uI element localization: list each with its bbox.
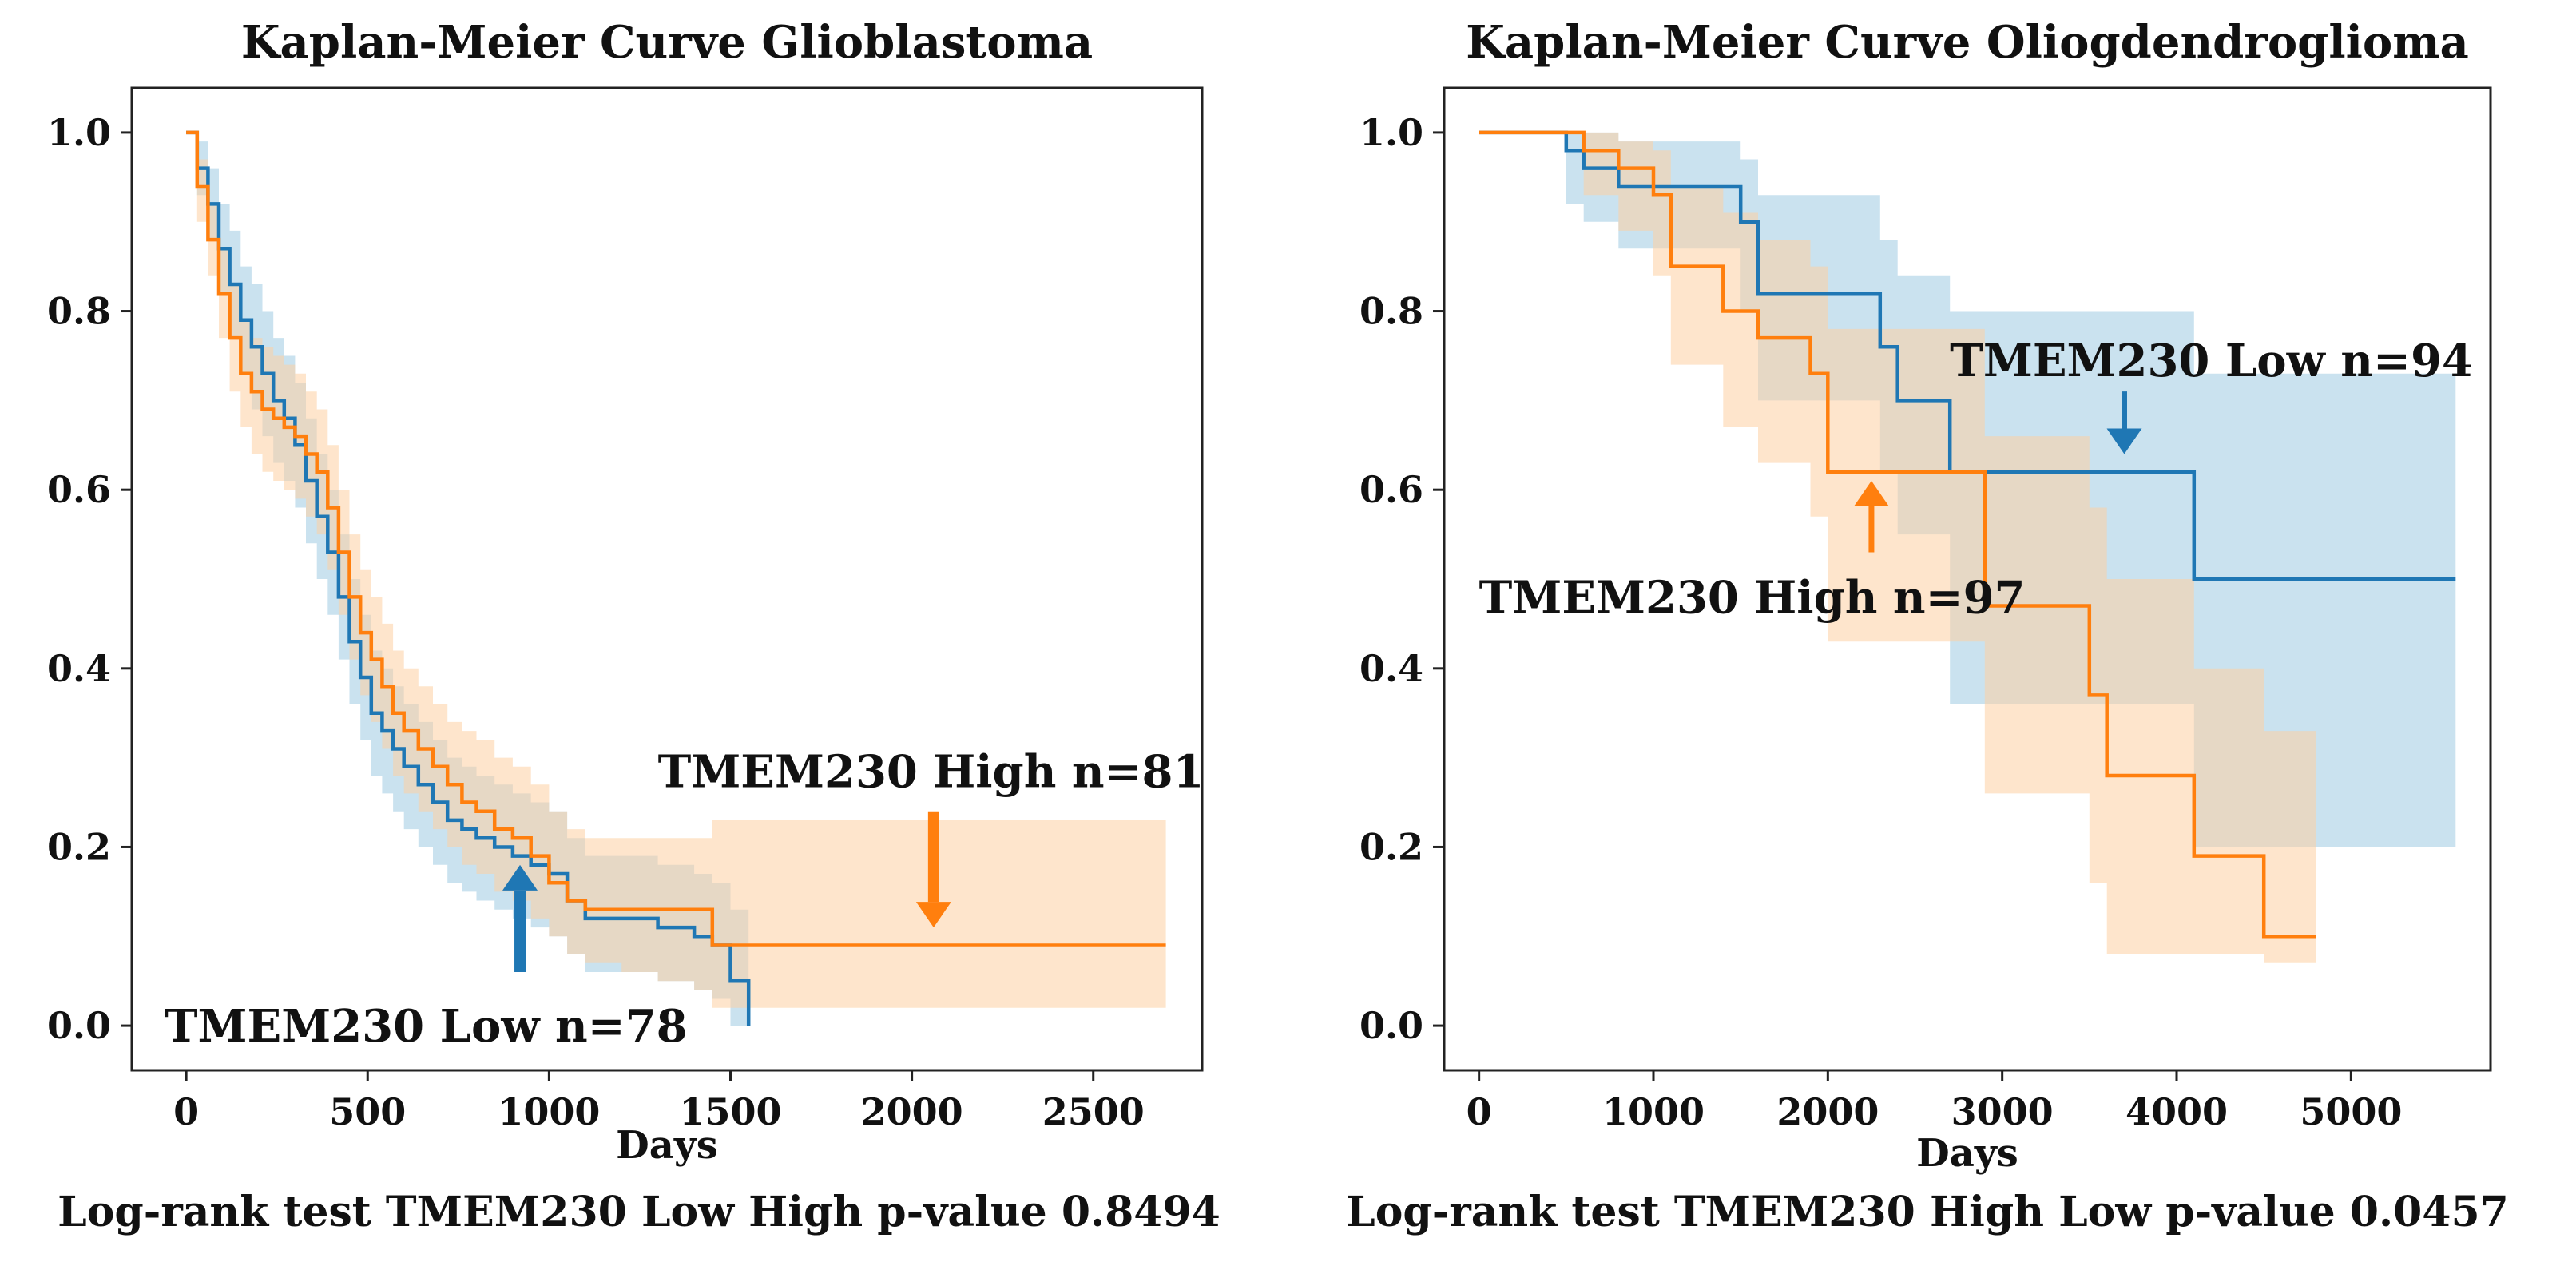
- log-rank-footer: Log-rank test TMEM230 Low High p-value 0…: [58, 1188, 1221, 1236]
- tmem230-high-annotation-arrow-head: [915, 902, 951, 928]
- y-tick-label: 0.6: [47, 468, 111, 511]
- y-tick-label: 1.0: [1359, 111, 1423, 154]
- y-tick-label: 0.0: [1359, 1004, 1423, 1047]
- plot-frame: [1443, 86, 2492, 1072]
- y-tick-label: 0.8: [47, 290, 111, 333]
- tmem230-high-survival-curve: [186, 130, 1166, 947]
- tmem230-low-annotation-label: TMEM230 Low n=78: [165, 1000, 688, 1053]
- x-axis-label: Days: [1916, 1131, 2018, 1176]
- x-tick-label: 2000: [861, 1090, 963, 1133]
- tmem230-high-survival-curve: [1479, 130, 2316, 939]
- y-tick-label: 1.0: [47, 111, 111, 154]
- y-tick-label: 0.2: [1359, 825, 1423, 868]
- x-tick-label: 1500: [679, 1090, 781, 1133]
- x-axis-label: Days: [616, 1123, 718, 1168]
- tmem230-high-annotation-label: TMEM230 High n=81: [658, 745, 1205, 798]
- x-tick-label: 5000: [2300, 1090, 2402, 1133]
- tmem230-low-annotation-label: TMEM230 Low n=94: [1950, 335, 2473, 387]
- x-tick-label: 4000: [2125, 1090, 2228, 1133]
- km-oligodendroglioma-panel: 0.0 0.2 0.4 0.6 0.8 1.0 0 1000 2000 3000 4000 5000 K…: [1288, 0, 2576, 1262]
- y-tick-label: 0.0: [47, 1004, 111, 1047]
- y-tick-label: 0.8: [1359, 290, 1423, 333]
- x-tick-label: 3000: [1951, 1090, 2054, 1133]
- km-glioblastoma-panel: 0.0 0.2 0.4 0.6 0.8 1.0 0 500 1000 1500 2000 2500 Ka…: [47, 16, 1221, 1236]
- y-tick-label: 0.4: [47, 647, 111, 690]
- x-tick-label: 0: [1467, 1090, 1492, 1133]
- km-oligodendroglioma-chart: 0.0 0.2 0.4 0.6 0.8 1.0 0 1000 2000 3000 4000 5000 K…: [1346, 16, 2509, 1236]
- tmem230-high-annotation-arrow-head: [1853, 481, 1889, 506]
- log-rank-footer: Log-rank test TMEM230 High Low p-value 0…: [1346, 1188, 2509, 1236]
- x-tick-label: 1000: [1602, 1090, 1705, 1133]
- y-tick-label: 0.4: [1359, 647, 1423, 690]
- chart-title: Kaplan-Meier Curve Glioblastoma: [241, 16, 1093, 69]
- x-tick-label: 0: [173, 1090, 199, 1133]
- y-tick-label: 0.2: [47, 825, 111, 868]
- tmem230-low-annotation-arrow-head: [502, 864, 538, 891]
- plot-frame: [130, 86, 1204, 1072]
- x-tick-label: 500: [329, 1090, 406, 1133]
- y-tick-label: 0.6: [1359, 468, 1423, 511]
- tmem230-low-annotation-arrow-head: [2106, 428, 2142, 454]
- tmem230-high-confidence-band: [186, 132, 1166, 1008]
- x-tick-label: 1000: [498, 1090, 600, 1133]
- tmem230-high-annotation-label: TMEM230 High n=97: [1479, 571, 2026, 624]
- x-tick-label: 2000: [1776, 1090, 1879, 1133]
- x-tick-label: 2500: [1042, 1090, 1145, 1133]
- chart-title: Kaplan-Meier Curve Oliogdendroglioma: [1466, 16, 2469, 69]
- km-glioblastoma-chart: 0.0 0.2 0.4 0.6 0.8 1.0 0 500 1000 1500 2000 2500 Ka…: [47, 16, 1221, 1236]
